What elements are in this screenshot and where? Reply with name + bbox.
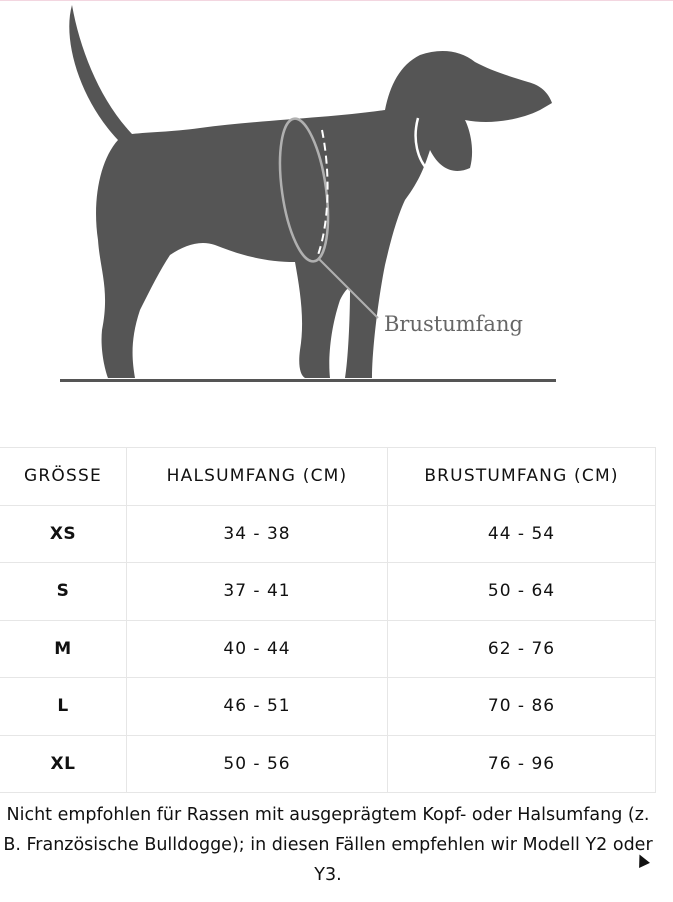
header-chest: BRUSTUMFANG (CM) (387, 447, 656, 506)
size-cell: XS (0, 504, 127, 563)
size-cell: S (0, 562, 127, 621)
header-neck: HALSUMFANG (CM) (126, 447, 388, 506)
neck-cell: 40 - 44 (126, 619, 388, 678)
chest-girth-label: Brustumfang (384, 312, 523, 336)
dog-illustration (60, 5, 556, 382)
top-border (0, 0, 673, 1)
table-row: S 37 - 41 50 - 64 (0, 562, 656, 621)
table-row: XS 34 - 38 44 - 54 (0, 504, 656, 563)
fit-note: Nicht empfohlen für Rassen mit ausgepräg… (3, 805, 653, 885)
size-table: GRÖSSE HALSUMFANG (CM) BRUSTUMFANG (CM) … (0, 447, 656, 793)
chest-cell: 76 - 96 (387, 734, 656, 793)
chest-ring (278, 117, 330, 263)
chest-cell: 44 - 54 (387, 504, 656, 563)
chest-cell: 50 - 64 (387, 562, 656, 621)
neck-cell: 50 - 56 (126, 734, 388, 793)
table-row: L 46 - 51 70 - 86 (0, 677, 656, 736)
size-cell: M (0, 619, 127, 678)
header-size: GRÖSSE (0, 447, 127, 506)
chest-cell: 70 - 86 (387, 677, 656, 736)
ground-line (60, 379, 556, 382)
size-cell: XL (0, 734, 127, 793)
table-row: XL 50 - 56 76 - 96 (0, 734, 656, 793)
table-row: M 40 - 44 62 - 76 (0, 619, 656, 678)
neck-cell: 34 - 38 (126, 504, 388, 563)
chest-cell: 62 - 76 (387, 619, 656, 678)
dog-silhouette (69, 5, 552, 378)
neck-cell: 46 - 51 (126, 677, 388, 736)
neck-cell: 37 - 41 (126, 562, 388, 621)
table-header-row: GRÖSSE HALSUMFANG (CM) BRUSTUMFANG (CM) (0, 447, 656, 506)
size-cell: L (0, 677, 127, 736)
